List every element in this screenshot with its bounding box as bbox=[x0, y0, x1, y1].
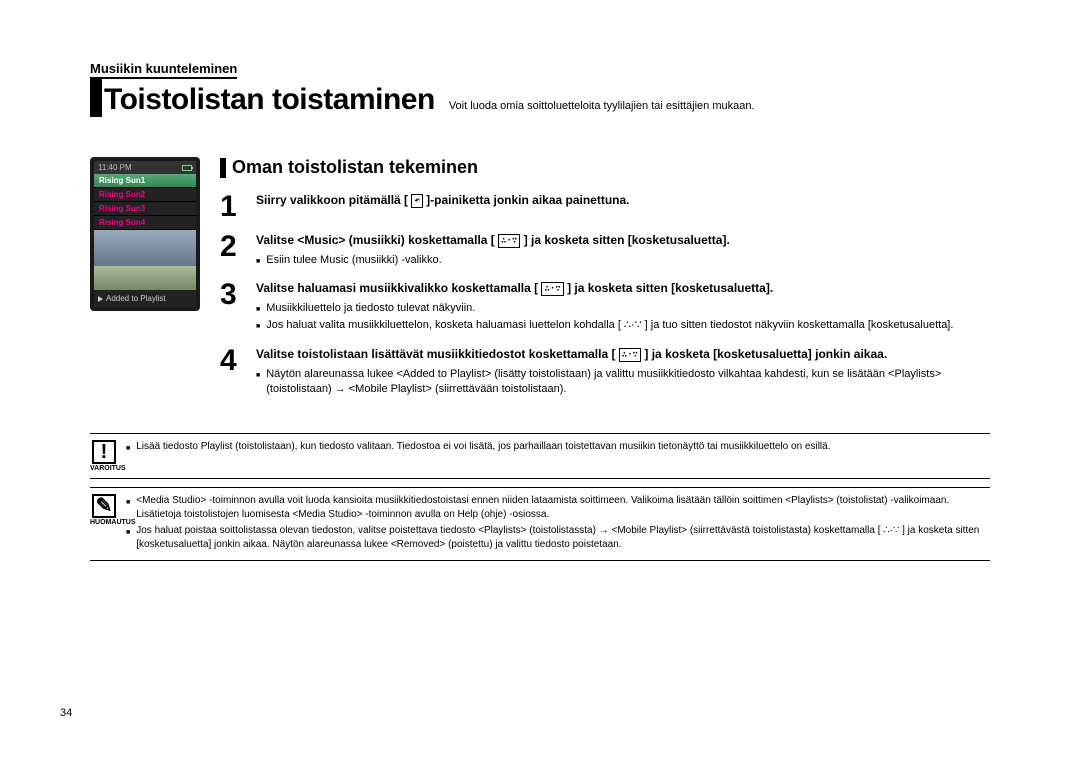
device-added-bar: Added to Playlist bbox=[94, 290, 196, 307]
note-row: !VAROITUS ■ Lisää tiedosto Playlist (toist… bbox=[90, 433, 990, 479]
step-instruction: Valitse <Music> (musiikki) koskettamalla… bbox=[256, 233, 730, 247]
step-body: Valitse toistolistaan lisättävät musiikk… bbox=[256, 346, 990, 400]
bullet-icon: ■ bbox=[256, 305, 260, 316]
device-mock: 11:40 PM Rising Sun1 Rising Sun2 Rising … bbox=[90, 157, 200, 409]
bullet-icon: ■ bbox=[256, 257, 260, 268]
device-status-bar: 11:40 PM bbox=[94, 161, 196, 174]
step-body: Valitse <Music> (musiikki) koskettamalla… bbox=[256, 232, 730, 270]
step-text-b: ] ja kosketa [kosketusaluetta] jonkin ai… bbox=[641, 347, 887, 361]
bullet-item: ■Näytön alareunassa lukee <Added to Play… bbox=[256, 367, 990, 398]
updown-icon: ∴·∵ bbox=[541, 282, 563, 296]
device-added-text: Added to Playlist bbox=[106, 294, 166, 303]
bullet-list: ■ Musiikkiluettelo ja tiedosto tulevat nä… bbox=[256, 301, 953, 334]
breadcrumb: Musiikin kuunteleminen bbox=[90, 61, 237, 79]
bullet-item: ■ Jos haluat valita musiikkiluettelon, ko… bbox=[256, 318, 953, 333]
page-subtitle: Voit luoda omia soittoluetteloita tyylil… bbox=[449, 99, 755, 113]
step-body: Valitse haluamasi musiikkivalikko kosket… bbox=[256, 280, 953, 336]
note-label: HUOMAUTUS bbox=[90, 519, 118, 526]
steps-column: Oman toistolistan tekeminen 1 Siirry vali… bbox=[220, 157, 990, 409]
note-body: ■ Lisää tiedosto Playlist (toistolistaan)… bbox=[126, 440, 990, 472]
step-body: Siirry valikkoon pitämällä [ ↶ ]-painike… bbox=[256, 192, 630, 222]
device-list-row: Rising Sun3 bbox=[94, 202, 196, 216]
step-number: 3 bbox=[220, 280, 246, 336]
bullet-list: ■Näytön alareunassa lukee <Added to Play… bbox=[256, 367, 990, 398]
step-text-b: ]-painiketta jonkin aikaa painettuna. bbox=[423, 193, 630, 207]
bullet-text: Näytön alareunassa lukee <Added to Playl… bbox=[266, 367, 990, 398]
note-text: Lisää tiedosto Playlist (toistolistaan),… bbox=[136, 440, 830, 454]
bullet-item: ■ Musiikkiluettelo ja tiedosto tulevat nä… bbox=[256, 301, 953, 316]
note-icon-block: !VAROITUS bbox=[90, 440, 118, 472]
step-text-a: Valitse toistolistaan lisättävät musiikk… bbox=[256, 347, 619, 361]
bullet-list: ■ Esiin tulee Music (musiikki) -valikko. bbox=[256, 253, 730, 268]
updown-icon: ∴·∵ bbox=[498, 234, 520, 248]
content-row: 11:40 PM Rising Sun1 Rising Sun2 Rising … bbox=[90, 157, 990, 409]
back-icon: ↶ bbox=[411, 194, 422, 208]
step-text-a: Valitse haluamasi musiikkivalikko kosket… bbox=[256, 281, 541, 295]
step: 1 Siirry valikkoon pitämällä [ ↶ ]-painik… bbox=[220, 192, 990, 222]
bullet-icon: ■ bbox=[126, 444, 130, 454]
note-label: VAROITUS bbox=[90, 465, 118, 472]
note-body: ■<Media Studio> -toiminnon avulla voit l… bbox=[126, 494, 990, 554]
section-bar bbox=[220, 158, 226, 178]
notes-container: !VAROITUS ■ Lisää tiedosto Playlist (toist… bbox=[90, 433, 990, 561]
step-instruction: Valitse toistolistaan lisättävät musiikk… bbox=[256, 347, 887, 361]
steps-container: 1 Siirry valikkoon pitämällä [ ↶ ]-painik… bbox=[220, 192, 990, 399]
note-symbol-icon: ! bbox=[92, 440, 116, 464]
note-bullet: ■ Lisää tiedosto Playlist (toistolistaan)… bbox=[126, 440, 990, 454]
step-text-a: Valitse <Music> (musiikki) koskettamalla… bbox=[256, 233, 498, 247]
bullet-text: Jos haluat valita musiikkiluettelon, kos… bbox=[266, 318, 953, 333]
page-title: Toistolistan toistaminen bbox=[104, 83, 435, 117]
battery-icon bbox=[182, 165, 192, 171]
bullet-icon: ■ bbox=[256, 371, 260, 398]
note-text: <Media Studio> -toiminnon avulla voit lu… bbox=[136, 494, 990, 522]
device-time: 11:40 PM bbox=[98, 163, 132, 172]
device-list-row: Rising Sun1 bbox=[94, 174, 196, 188]
bullet-text: Musiikkiluettelo ja tiedosto tulevat näk… bbox=[266, 301, 475, 316]
device-artwork bbox=[94, 230, 196, 290]
bullet-text: Esiin tulee Music (musiikki) -valikko. bbox=[266, 253, 441, 268]
step-instruction: Valitse haluamasi musiikkivalikko kosket… bbox=[256, 281, 773, 295]
device-frame: 11:40 PM Rising Sun1 Rising Sun2 Rising … bbox=[90, 157, 200, 311]
device-list: Rising Sun1 Rising Sun2 Rising Sun3 Risi… bbox=[94, 174, 196, 230]
title-row: Toistolistan toistaminen Voit luoda omia… bbox=[90, 79, 990, 117]
page-number: 34 bbox=[60, 707, 72, 719]
device-list-row: Rising Sun2 bbox=[94, 188, 196, 202]
note-bullet: ■Jos haluat poistaa soittolistassa oleva… bbox=[126, 524, 990, 552]
updown-icon: ∴·∵ bbox=[619, 348, 641, 362]
title-bar bbox=[90, 79, 102, 117]
step: 2 Valitse <Music> (musiikki) koskettamall… bbox=[220, 232, 990, 270]
manual-page: Musiikin kuunteleminen Toistolistan tois… bbox=[0, 0, 1080, 763]
section-head: Oman toistolistan tekeminen bbox=[220, 157, 990, 178]
device-list-row: Rising Sun4 bbox=[94, 216, 196, 230]
bullet-item: ■ Esiin tulee Music (musiikki) -valikko. bbox=[256, 253, 730, 268]
step-number: 1 bbox=[220, 192, 246, 222]
step-number: 2 bbox=[220, 232, 246, 270]
bullet-icon: ■ bbox=[256, 322, 260, 333]
note-row: ✎HUOMAUTUS ■<Media Studio> -toiminnon avu… bbox=[90, 487, 990, 561]
step: 4 Valitse toistolistaan lisättävät musiik… bbox=[220, 346, 990, 400]
step-text-b: ] ja kosketa sitten [kosketusaluetta]. bbox=[564, 281, 773, 295]
section-title: Oman toistolistan tekeminen bbox=[232, 157, 478, 178]
note-symbol-icon: ✎ bbox=[92, 494, 116, 518]
step-text-b: ] ja kosketa sitten [kosketusaluetta]. bbox=[520, 233, 729, 247]
note-text: Jos haluat poistaa soittolistassa olevan… bbox=[136, 524, 990, 552]
bullet-icon: ■ bbox=[126, 498, 130, 522]
step-instruction: Siirry valikkoon pitämällä [ ↶ ]-painike… bbox=[256, 193, 630, 207]
bullet-icon: ■ bbox=[126, 528, 130, 552]
step: 3 Valitse haluamasi musiikkivalikko koske… bbox=[220, 280, 990, 336]
note-icon-block: ✎HUOMAUTUS bbox=[90, 494, 118, 554]
step-number: 4 bbox=[220, 346, 246, 400]
play-icon bbox=[98, 296, 103, 302]
note-bullet: ■<Media Studio> -toiminnon avulla voit l… bbox=[126, 494, 990, 522]
step-text-a: Siirry valikkoon pitämällä [ bbox=[256, 193, 411, 207]
